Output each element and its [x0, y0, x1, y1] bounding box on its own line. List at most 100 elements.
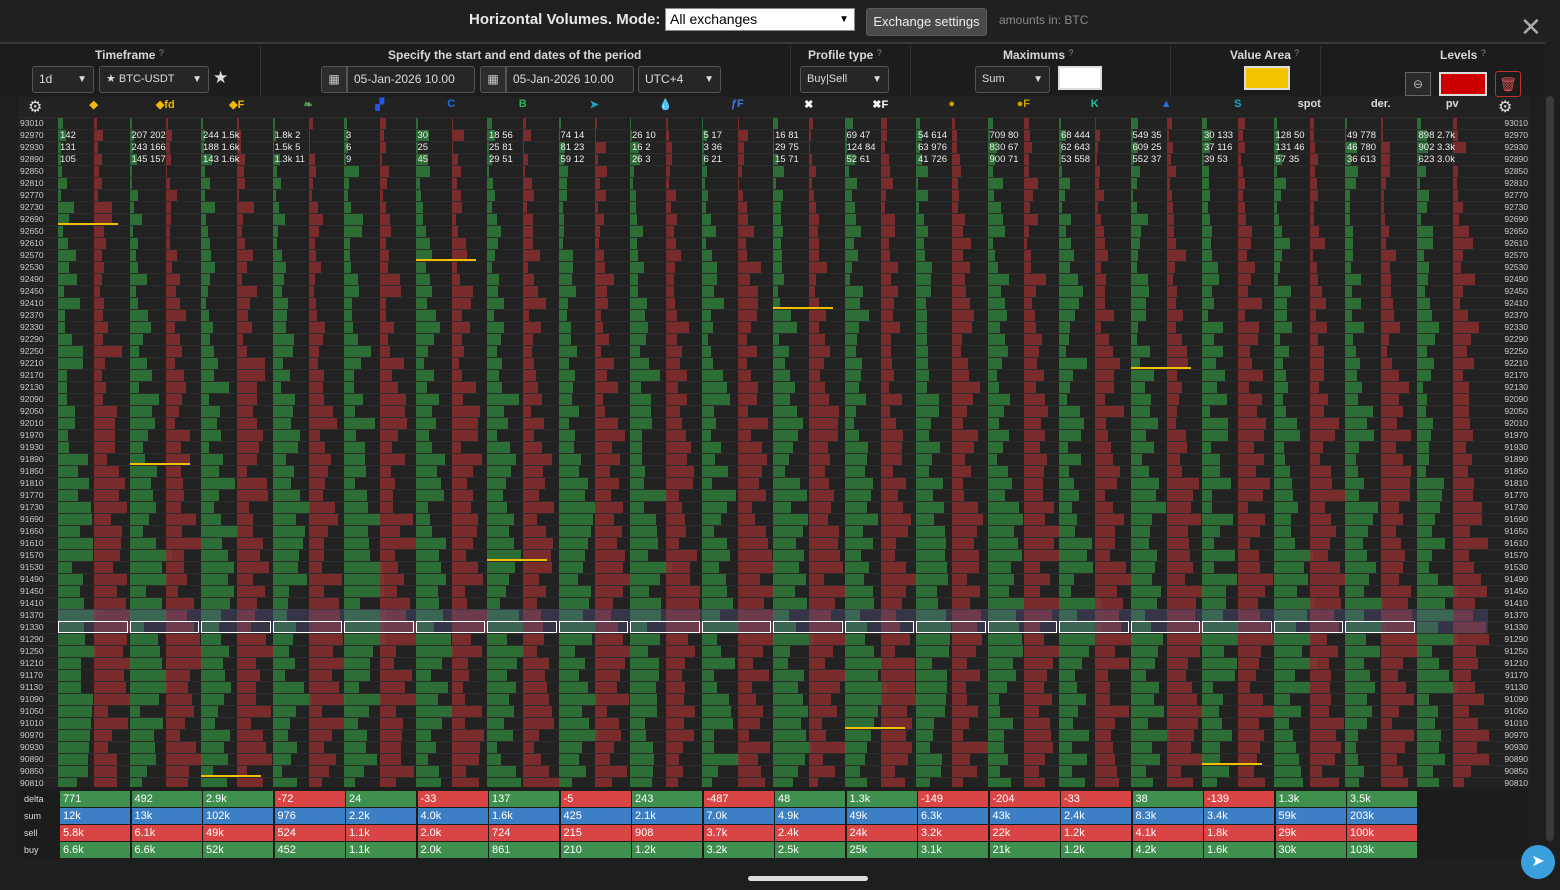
timeframe-select[interactable]: 1d ▼	[32, 66, 94, 93]
price-label: 91210	[1504, 658, 1528, 668]
drop-icon[interactable]: 💧	[658, 99, 673, 111]
gate-icon[interactable]: S	[1234, 98, 1242, 110]
symbol-select[interactable]: ★ BTC-USDT ▼	[99, 66, 209, 93]
buy-bar	[916, 598, 938, 609]
buy-bar	[844, 286, 864, 297]
volume-cell	[1345, 670, 1417, 681]
volume-value: 900 71	[989, 154, 1019, 165]
buy-bar	[344, 478, 356, 489]
volume-cell	[1345, 694, 1417, 705]
huobi-icon[interactable]: ▞	[375, 99, 384, 111]
buy-bar	[344, 334, 358, 345]
volume-cell	[344, 226, 416, 237]
buy-bar	[630, 334, 646, 345]
volume-cell: 1.5k 5	[272, 142, 345, 153]
buy-bar	[58, 502, 91, 513]
buy-bar	[1202, 490, 1212, 501]
volume-cell	[344, 706, 416, 717]
volume-cell	[558, 274, 631, 285]
price-label: 91810	[1504, 478, 1528, 488]
kucoin-icon[interactable]: K	[1090, 98, 1099, 110]
buy-bar	[630, 406, 652, 417]
start-date-input[interactable]: 05-Jan-2026 10.00	[347, 66, 475, 93]
futures-f-icon[interactable]: ƒF	[730, 98, 744, 110]
sell-bar	[809, 454, 831, 465]
buy-bar	[344, 310, 352, 321]
der-label[interactable]: der.	[1370, 98, 1391, 110]
bybit-icon[interactable]: B	[518, 98, 527, 110]
sell-bar	[1238, 142, 1246, 153]
buy-bar	[916, 178, 919, 189]
buy-bar	[487, 346, 498, 357]
buy-bar	[773, 382, 795, 393]
volume-cell	[701, 382, 774, 393]
end-date-input[interactable]: 05-Jan-2026 10.00	[506, 66, 634, 93]
mexc-icon[interactable]: ▲	[1160, 98, 1172, 110]
volume-value: 549 35	[1132, 130, 1162, 141]
sell-bar	[1095, 262, 1101, 273]
coinbase-icon[interactable]: C	[447, 98, 456, 110]
vertical-scrollbar[interactable]	[1546, 96, 1554, 841]
trash-icon[interactable]: 🗑	[1495, 71, 1521, 97]
buy-bar	[773, 658, 789, 669]
gear-icon[interactable]: ⚙	[1498, 99, 1513, 116]
levels-mode-button[interactable]: ⊖	[1405, 72, 1431, 96]
volume-cell	[1345, 526, 1417, 537]
sell-bar	[809, 394, 830, 405]
bitget-icon[interactable]: ●	[948, 98, 956, 110]
okx-icon[interactable]: ✖	[804, 99, 814, 111]
sell-bar	[952, 406, 968, 417]
leaf-icon[interactable]: ❧	[303, 99, 313, 111]
volume-cell	[916, 646, 988, 657]
sell-bar	[1023, 262, 1031, 273]
calendar-icon[interactable]: ▦	[321, 66, 347, 93]
sell-bar	[1023, 214, 1038, 225]
volume-cell	[415, 466, 488, 477]
buy-bar	[201, 298, 207, 309]
buy-bar	[1345, 658, 1365, 669]
calendar-icon[interactable]: ▦	[480, 66, 506, 93]
volume-value: 143 1.6k	[203, 154, 240, 165]
buy-bar	[58, 154, 62, 165]
bitget-futures-icon[interactable]: ●F	[1016, 98, 1030, 110]
sell-bar	[308, 730, 332, 741]
sell-bar	[1309, 766, 1323, 777]
binance-futures-icon[interactable]: ◆F	[229, 99, 245, 111]
volume-cell	[1345, 202, 1417, 213]
buy-bar	[344, 382, 354, 393]
binance-icon[interactable]: ◆	[89, 99, 98, 111]
rocket-icon[interactable]: ➤	[589, 99, 599, 111]
star-icon[interactable]: ★	[213, 68, 229, 87]
profile-type-select[interactable]: Buy|Sell ▼	[800, 66, 889, 93]
sell-bar	[1452, 202, 1464, 213]
summary-delta-cell: 48	[775, 791, 846, 807]
sell-bar	[880, 502, 904, 513]
exchange-settings-button[interactable]: Exchange settings	[866, 8, 987, 36]
buy-bar	[630, 730, 646, 741]
buy-bar	[558, 370, 576, 381]
volume-cell	[129, 694, 202, 705]
telegram-icon[interactable]: ➤	[1521, 845, 1555, 879]
volume-cell	[558, 550, 631, 561]
okx-futures-icon[interactable]: ✖F	[872, 99, 889, 111]
buy-bar	[630, 778, 653, 787]
sell-bar	[523, 142, 525, 153]
buy-bar	[987, 718, 1014, 729]
gear-icon[interactable]: ⚙	[28, 99, 43, 116]
mode-select[interactable]: All exchanges ▼	[665, 8, 855, 31]
value-area-color-swatch[interactable]	[1244, 66, 1290, 90]
levels-color-swatch[interactable]	[1439, 72, 1487, 96]
pv-label[interactable]: pv	[1445, 98, 1459, 110]
volume-cell	[487, 466, 559, 477]
buy-bar	[201, 166, 205, 177]
close-icon[interactable]: ✕	[1520, 12, 1542, 42]
maximums-select[interactable]: Sum ▼	[975, 66, 1050, 93]
timezone-select[interactable]: UTC+4 ▼	[638, 66, 721, 93]
horizontal-scrollbar[interactable]	[748, 876, 868, 881]
binance-fd-icon[interactable]: ◆fd	[155, 99, 175, 111]
volume-cell	[58, 646, 130, 657]
maximums-color-swatch[interactable]	[1058, 66, 1102, 90]
buy-bar	[201, 490, 220, 501]
sell-bar	[1452, 382, 1469, 393]
spot-label[interactable]: spot	[1297, 98, 1321, 110]
